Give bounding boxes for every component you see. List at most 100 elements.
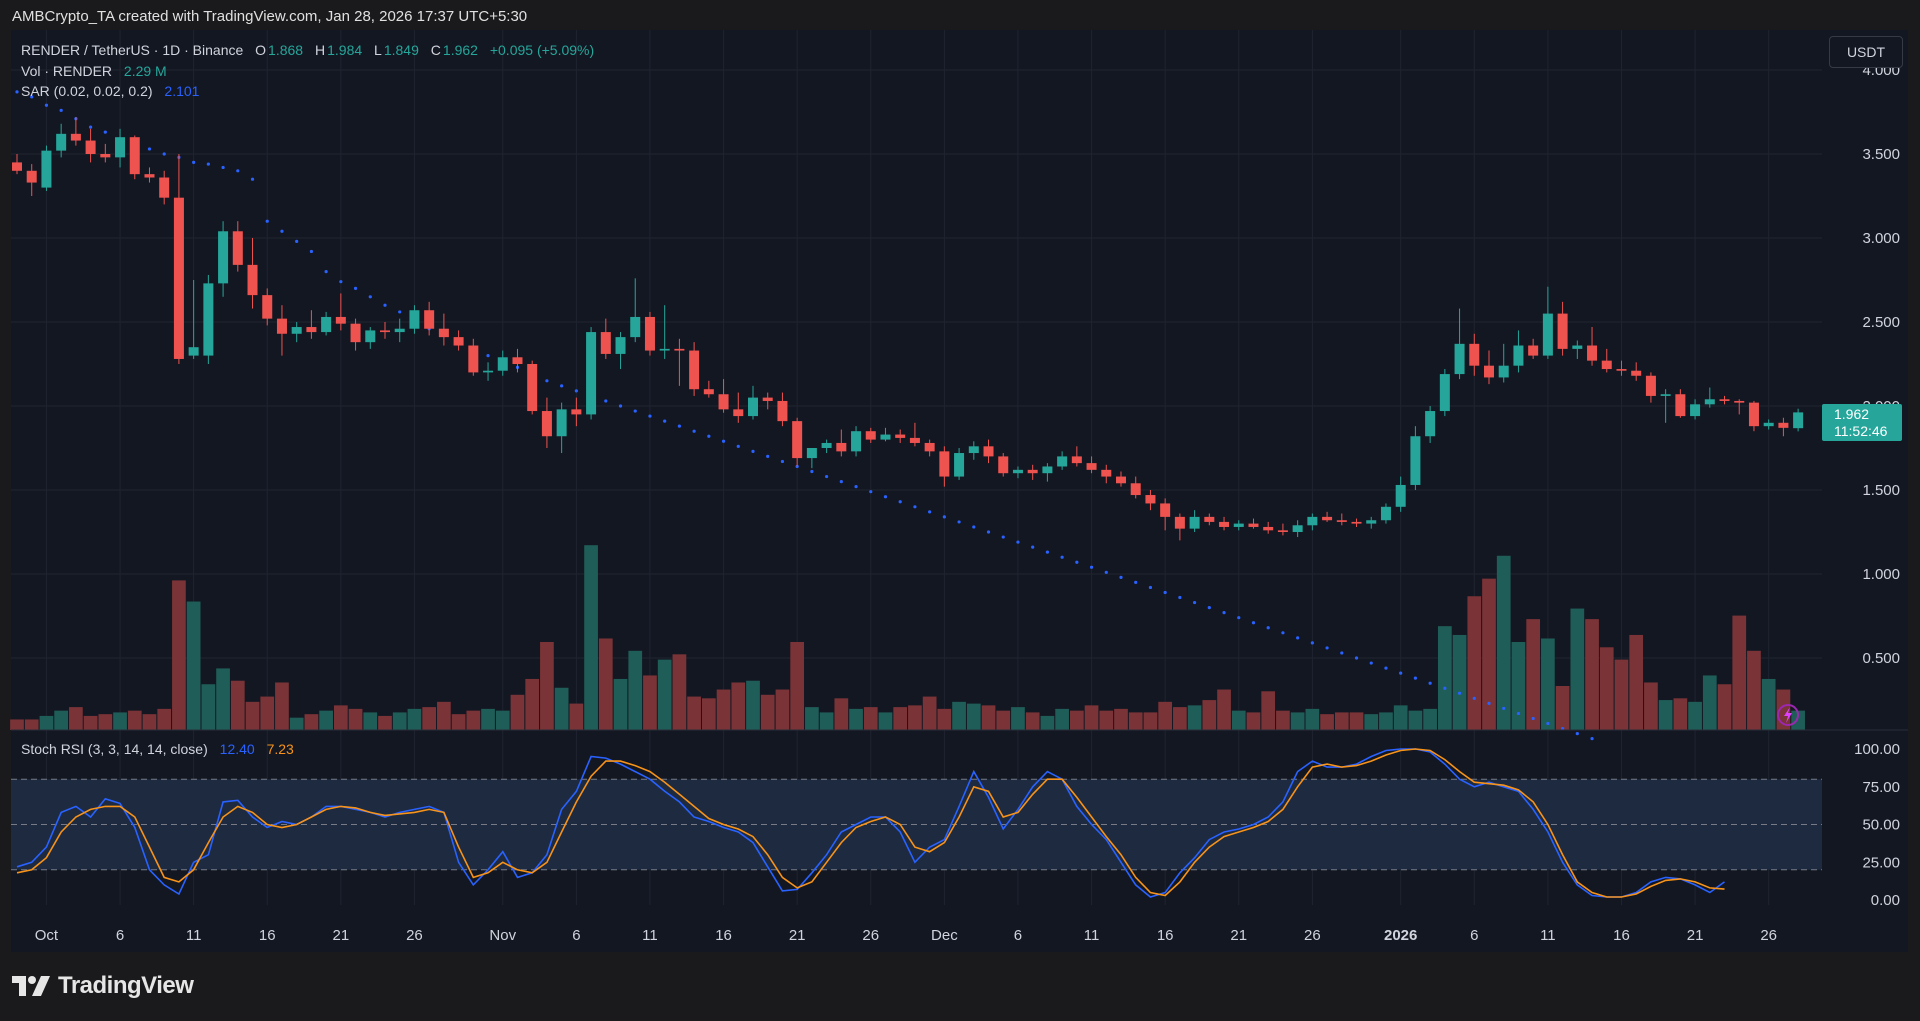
volume-bar	[687, 696, 701, 730]
high-value: 1.984	[327, 42, 363, 58]
candle	[659, 305, 670, 359]
candle	[1351, 518, 1362, 527]
candle-body	[1793, 412, 1804, 429]
candle	[1101, 464, 1112, 484]
sar-dot	[1590, 737, 1594, 741]
candle	[1616, 360, 1627, 376]
candle-body	[12, 162, 22, 171]
candle-body	[424, 310, 435, 329]
sar-dot	[59, 108, 63, 112]
candle-body	[1690, 404, 1701, 417]
volume-bar	[1717, 684, 1732, 730]
candle	[586, 327, 597, 420]
candle	[541, 397, 552, 448]
price-tick-label: 0.500	[1862, 650, 1900, 667]
volume-bar	[598, 638, 613, 730]
volume-bar	[937, 708, 952, 730]
candle-body	[247, 264, 258, 296]
sar-dot	[736, 444, 740, 448]
tradingview-logo[interactable]: TradingView	[12, 972, 194, 1000]
candle-body	[483, 370, 494, 373]
volume-bar	[1658, 700, 1673, 730]
candle-body	[1484, 365, 1494, 378]
candle-body	[291, 327, 302, 334]
sar-dot	[236, 169, 240, 173]
sar-dot	[1457, 691, 1462, 695]
candle	[1587, 327, 1598, 366]
candle	[306, 310, 317, 339]
volume-bar	[1467, 596, 1482, 730]
volume-bar	[966, 703, 981, 730]
candle	[1410, 426, 1421, 490]
time-tick-label: 6	[1014, 927, 1022, 944]
volume-bar	[1143, 712, 1158, 730]
sar-label[interactable]: SAR (0.02, 0.02, 0.2)	[21, 83, 153, 99]
volume-bar	[805, 707, 819, 730]
volume-label[interactable]: Vol · RENDER	[21, 63, 113, 79]
candle	[689, 342, 700, 396]
candle	[453, 330, 464, 351]
sar-dot	[1487, 701, 1491, 705]
candle	[762, 392, 773, 410]
candle-body	[806, 448, 817, 459]
stoch-legend[interactable]: Stoch RSI (3, 3, 14, 14, close) 12.40 7.…	[21, 741, 296, 757]
candle	[1748, 400, 1759, 432]
symbol-legend[interactable]: RENDER / TetherUS · 1D · Binance O 1.868 …	[21, 42, 596, 58]
candle	[1439, 369, 1450, 417]
candle	[1263, 521, 1274, 534]
candle-body	[1704, 399, 1715, 405]
candle	[56, 123, 67, 158]
stoch-tick-label: 0.00	[1871, 892, 1900, 909]
candle	[1071, 446, 1082, 467]
sar-dot	[545, 379, 549, 383]
time-tick-label: 26	[1760, 927, 1777, 944]
volume-bar	[230, 680, 245, 730]
candle	[571, 397, 582, 427]
volume-bar	[1423, 708, 1437, 730]
candle	[1380, 503, 1391, 524]
sar-dot	[1472, 696, 1476, 700]
candle	[144, 167, 155, 183]
sar-dot	[957, 520, 961, 524]
volume-bar	[392, 712, 407, 730]
symbol-name[interactable]: RENDER / TetherUS · 1D · Binance	[21, 42, 244, 58]
volume-bar	[996, 710, 1011, 730]
volume-value: 2.29 M	[123, 63, 167, 79]
sar-dot	[1354, 656, 1359, 660]
currency-button[interactable]: USDT	[1829, 36, 1903, 68]
volume-bar	[407, 708, 422, 730]
sar-legend[interactable]: SAR (0.02, 0.02, 0.2) 2.101	[21, 83, 201, 99]
candle	[1734, 399, 1745, 415]
low-label: L	[374, 42, 382, 58]
sar-dot	[1502, 706, 1506, 711]
volume-legend[interactable]: Vol · RENDER 2.29 M	[21, 63, 169, 79]
candle	[1233, 520, 1244, 531]
bar-countdown: 11:52:46	[1834, 423, 1888, 439]
volume-bar	[834, 698, 849, 730]
sar-dot	[839, 480, 843, 484]
candle-body	[703, 389, 714, 395]
candle-body	[394, 328, 405, 333]
volume-bar	[1747, 650, 1761, 730]
time-tick-label: 11	[642, 927, 658, 944]
candle-body	[1645, 375, 1656, 396]
volume-bar	[731, 682, 746, 730]
sar-dot	[147, 147, 152, 151]
candle	[173, 154, 184, 364]
stoch-label[interactable]: Stoch RSI (3, 3, 14, 14, close)	[21, 741, 208, 757]
candle-body	[1631, 370, 1642, 376]
candle	[1631, 362, 1642, 381]
volume-bar	[1261, 691, 1276, 730]
volume-bar	[1202, 700, 1217, 730]
candle	[129, 135, 140, 180]
lightning-icon[interactable]	[1777, 704, 1799, 726]
candle-body	[129, 137, 140, 175]
candle-body	[748, 397, 758, 417]
candle-body	[1454, 343, 1465, 375]
sar-dot	[1310, 641, 1314, 645]
candle-body	[689, 350, 700, 390]
candle	[983, 439, 994, 464]
sar-dot	[339, 280, 343, 284]
volume-bar	[1246, 712, 1261, 730]
